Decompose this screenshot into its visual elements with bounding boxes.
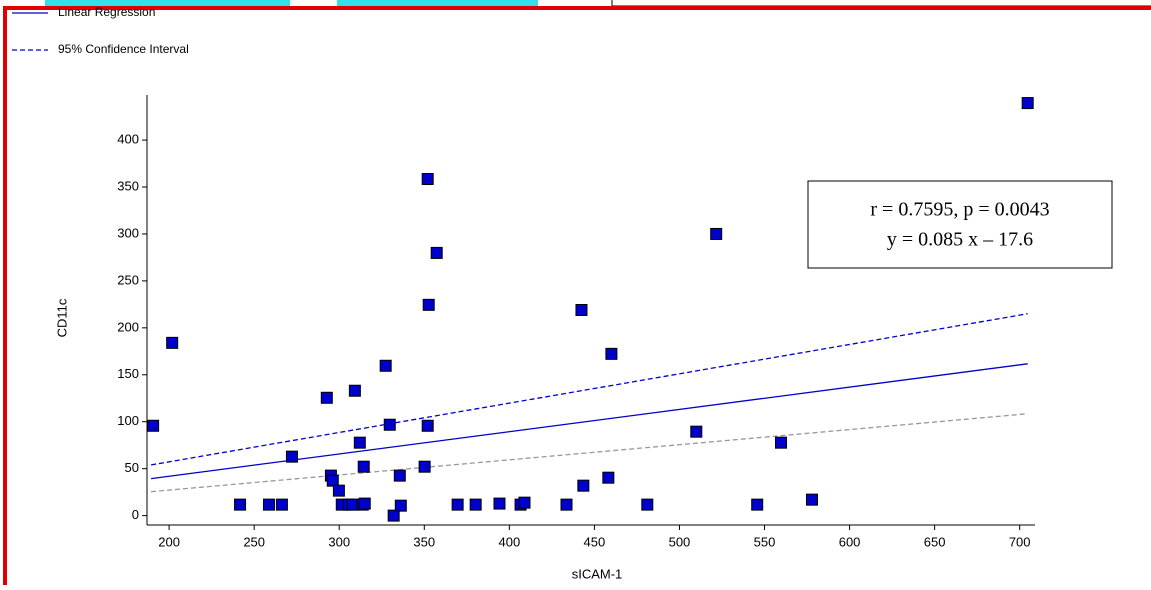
point xyxy=(358,497,371,510)
point xyxy=(383,418,396,431)
point xyxy=(775,436,788,449)
x-tick-label: 450 xyxy=(584,534,606,549)
point xyxy=(710,227,723,240)
frame xyxy=(3,6,1151,590)
x-tick-label: 550 xyxy=(754,534,776,549)
point xyxy=(421,419,434,432)
x-tick-label: 350 xyxy=(413,534,435,549)
tab xyxy=(45,0,290,6)
point xyxy=(379,359,392,372)
y-tick-label: 150 xyxy=(117,366,139,381)
point xyxy=(430,246,443,259)
x-axis-label: sICAM-1 xyxy=(572,566,623,581)
x-tick-label: 400 xyxy=(498,534,520,549)
point xyxy=(451,498,464,511)
point xyxy=(147,419,160,432)
x-tick-label: 600 xyxy=(839,534,861,549)
y-tick-label: 50 xyxy=(125,460,139,475)
point xyxy=(234,498,247,511)
ci-upper-line xyxy=(150,313,1028,466)
point xyxy=(166,336,179,349)
point xyxy=(1021,97,1034,110)
y-tick-label: 100 xyxy=(117,413,139,428)
y-tick-label: 400 xyxy=(117,132,139,147)
x-tick-label: 700 xyxy=(1009,534,1031,549)
point xyxy=(275,498,288,511)
point xyxy=(285,450,298,463)
point xyxy=(348,384,361,397)
x-tick-label: 650 xyxy=(924,534,946,549)
ci-lower-line xyxy=(151,413,1028,493)
point xyxy=(605,347,618,360)
x-tick-label: 200 xyxy=(158,534,180,549)
tab xyxy=(337,0,538,6)
point xyxy=(262,498,275,511)
point xyxy=(577,479,590,492)
point xyxy=(326,474,339,487)
y-tick-label: 200 xyxy=(117,319,139,334)
point xyxy=(575,304,588,316)
x-tick-label: 500 xyxy=(669,534,691,549)
point xyxy=(421,173,434,186)
point xyxy=(560,498,573,511)
point xyxy=(602,471,615,484)
y-tick-label: 300 xyxy=(117,225,139,240)
point xyxy=(493,497,506,510)
point xyxy=(418,460,431,473)
legend-label: Linear Regression xyxy=(58,5,155,19)
point xyxy=(422,298,435,311)
x-tick-label: 300 xyxy=(328,534,350,549)
annotation: r = 0.7595, p = 0.0043 xyxy=(870,199,1049,221)
regression-line xyxy=(150,363,1028,480)
point xyxy=(641,498,654,511)
point xyxy=(469,498,482,511)
point xyxy=(353,436,366,449)
point xyxy=(320,391,333,404)
y-tick-label: 350 xyxy=(117,178,139,193)
point xyxy=(690,425,703,438)
point xyxy=(751,498,764,511)
y-axis-label: CD11c xyxy=(54,298,69,337)
point xyxy=(518,496,531,509)
point xyxy=(346,498,359,511)
point xyxy=(332,484,345,497)
point xyxy=(394,499,407,512)
x-tick-label: 250 xyxy=(243,534,265,549)
annotation-box xyxy=(807,180,1113,269)
point xyxy=(393,469,406,482)
annotation: y = 0.085 x – 17.6 xyxy=(887,229,1033,251)
legend-label: 95% Confidence Interval xyxy=(58,42,189,56)
y-tick-label: 250 xyxy=(117,272,139,287)
point xyxy=(357,460,370,473)
point xyxy=(805,493,818,506)
point xyxy=(387,509,400,522)
y-tick-label: 0 xyxy=(132,507,139,522)
tab xyxy=(611,0,1151,7)
